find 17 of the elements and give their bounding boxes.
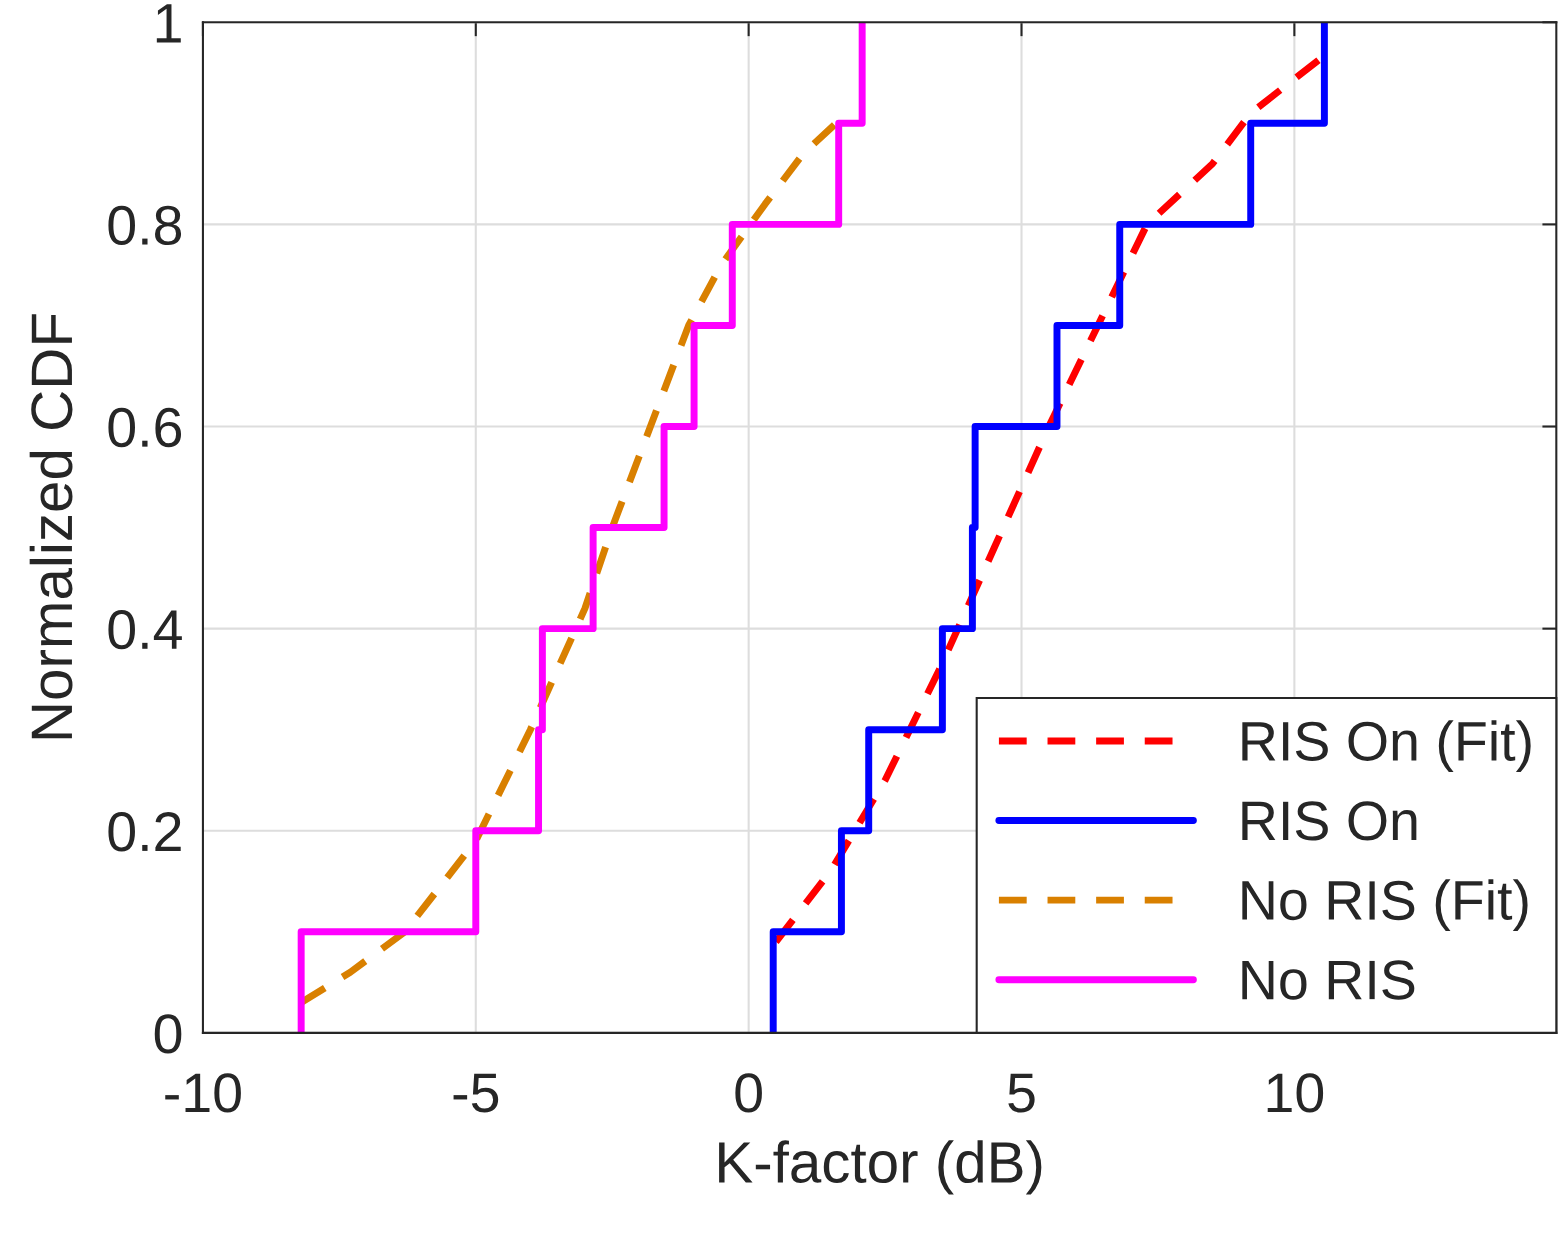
x-axis-title: K-factor (dB) xyxy=(719,1140,1042,1195)
y-axis-title: Normalized CDF xyxy=(29,314,73,739)
y-tick-label: 0.2 xyxy=(108,812,181,852)
legend-label: RIS On xyxy=(1242,801,1417,841)
x-tick-label: 10 xyxy=(1267,1073,1324,1113)
x-tick-label: -10 xyxy=(165,1073,241,1113)
x-tick-label: 0 xyxy=(735,1073,762,1113)
legend-label: No RIS (Fit) xyxy=(1242,879,1528,932)
legend-label: No RIS xyxy=(1242,960,1415,1000)
y-tick-label: 0.6 xyxy=(108,407,182,448)
y-tick-label: 0.4 xyxy=(108,609,182,650)
y-tick-label: 0 xyxy=(154,1014,182,1054)
y-tick-label: 0.8 xyxy=(108,205,182,246)
y-tick-label: 1 xyxy=(156,4,181,43)
x-tick-label: 5 xyxy=(1008,1073,1035,1113)
x-tick-label: -5 xyxy=(453,1073,499,1113)
legend-label: RIS On (Fit) xyxy=(1242,720,1531,772)
